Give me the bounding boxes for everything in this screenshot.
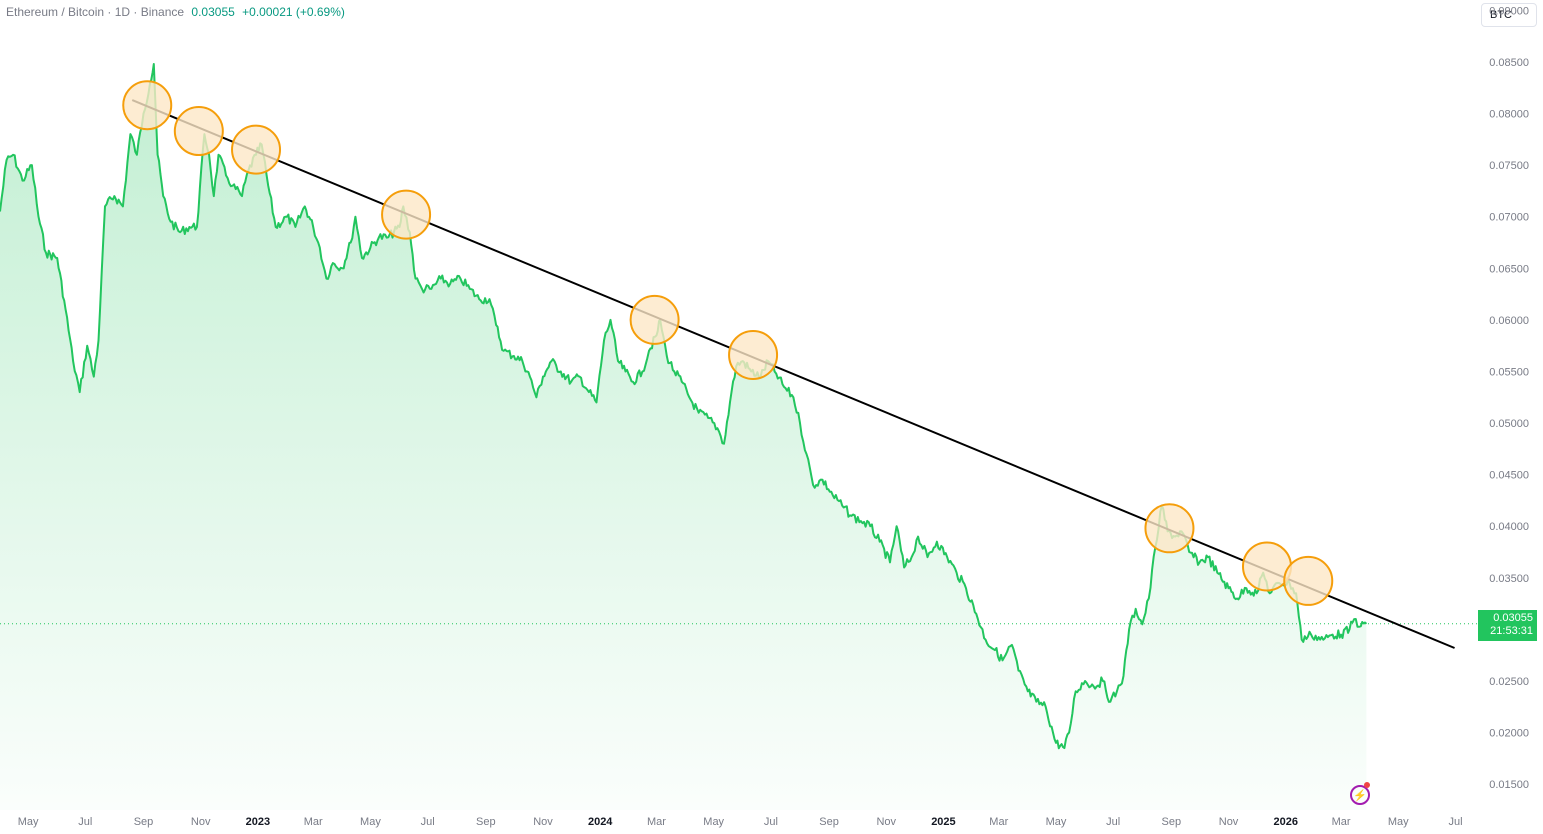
x-tick-label: May: [1388, 816, 1409, 828]
y-tick-label: 0.08500: [1489, 57, 1529, 69]
header-price: 0.03055: [191, 5, 235, 19]
y-tick-label: 0.08000: [1489, 109, 1529, 121]
header-change: +0.00021 (+0.69%): [242, 5, 345, 19]
x-tick-label: May: [360, 816, 381, 828]
y-tick-label: 0.06000: [1489, 315, 1529, 327]
y-tick-label: 0.05000: [1489, 418, 1529, 430]
highlight-circle[interactable]: [1144, 503, 1195, 554]
y-tick-label: 0.07500: [1489, 160, 1529, 172]
x-tick-label: May: [1046, 816, 1067, 828]
x-tick-label: May: [18, 816, 39, 828]
x-tick-label: 2023: [246, 816, 270, 828]
price-area-fill: [0, 64, 1367, 810]
x-tick-label: Jul: [78, 816, 92, 828]
highlight-circle[interactable]: [728, 329, 779, 380]
x-tick-label: 2024: [588, 816, 613, 828]
x-tick-label: Sep: [1162, 816, 1182, 828]
x-tick-label: Mar: [647, 816, 666, 828]
highlight-circle[interactable]: [629, 294, 680, 345]
x-tick-label: Mar: [304, 816, 323, 828]
last-price-tag: 0.03055 21:53:31: [1478, 610, 1537, 641]
y-tick-label: 0.02500: [1489, 676, 1529, 688]
x-tick-label: 2025: [931, 816, 955, 828]
bar-countdown: 21:53:31: [1490, 625, 1533, 637]
x-tick-label: Nov: [876, 816, 896, 828]
x-tick-label: Nov: [1219, 816, 1239, 828]
y-tick-label: 0.04000: [1489, 521, 1529, 533]
lightning-bolt-icon[interactable]: ⚡: [1350, 785, 1370, 805]
highlight-circle[interactable]: [173, 106, 224, 157]
highlight-circle[interactable]: [231, 124, 282, 175]
x-tick-label: 2026: [1274, 816, 1298, 828]
symbol-header: Ethereum / Bitcoin · 1D · Binance 0.0305…: [6, 5, 345, 19]
y-tick-label: 0.02000: [1489, 728, 1529, 740]
x-tick-label: Sep: [134, 816, 154, 828]
x-tick-label: Mar: [989, 816, 1008, 828]
x-tick-label: May: [703, 816, 724, 828]
x-tick-label: Nov: [533, 816, 553, 828]
x-tick-label: Jul: [421, 816, 435, 828]
currency-button-label: BTC: [1490, 9, 1512, 21]
highlight-circle[interactable]: [122, 80, 173, 131]
symbol-title: Ethereum / Bitcoin · 1D · Binance: [6, 5, 185, 19]
y-tick-label: 0.03500: [1489, 573, 1529, 585]
price-line-series: [0, 63, 1368, 750]
x-tick-label: Sep: [819, 816, 839, 828]
y-tick-label: 0.05500: [1489, 366, 1529, 378]
y-tick-label: 0.04500: [1489, 470, 1529, 482]
x-tick-label: Nov: [191, 816, 211, 828]
notification-dot: [1364, 782, 1370, 788]
x-tick-label: Jul: [1106, 816, 1120, 828]
x-tick-label: Sep: [476, 816, 496, 828]
highlight-circle[interactable]: [381, 189, 432, 240]
y-tick-label: 0.07000: [1489, 212, 1529, 224]
x-tick-label: Jul: [1448, 816, 1462, 828]
currency-button[interactable]: BTC: [1481, 3, 1537, 27]
x-tick-label: Mar: [1332, 816, 1351, 828]
highlight-circle[interactable]: [1283, 555, 1334, 606]
y-tick-label: 0.09000: [1489, 5, 1529, 17]
last-price-value: 0.03055: [1493, 612, 1533, 624]
trendline[interactable]: [131, 99, 1455, 649]
x-tick-label: Jul: [764, 816, 778, 828]
y-tick-label: 0.06500: [1489, 263, 1529, 275]
y-tick-label: 0.01500: [1489, 779, 1529, 791]
